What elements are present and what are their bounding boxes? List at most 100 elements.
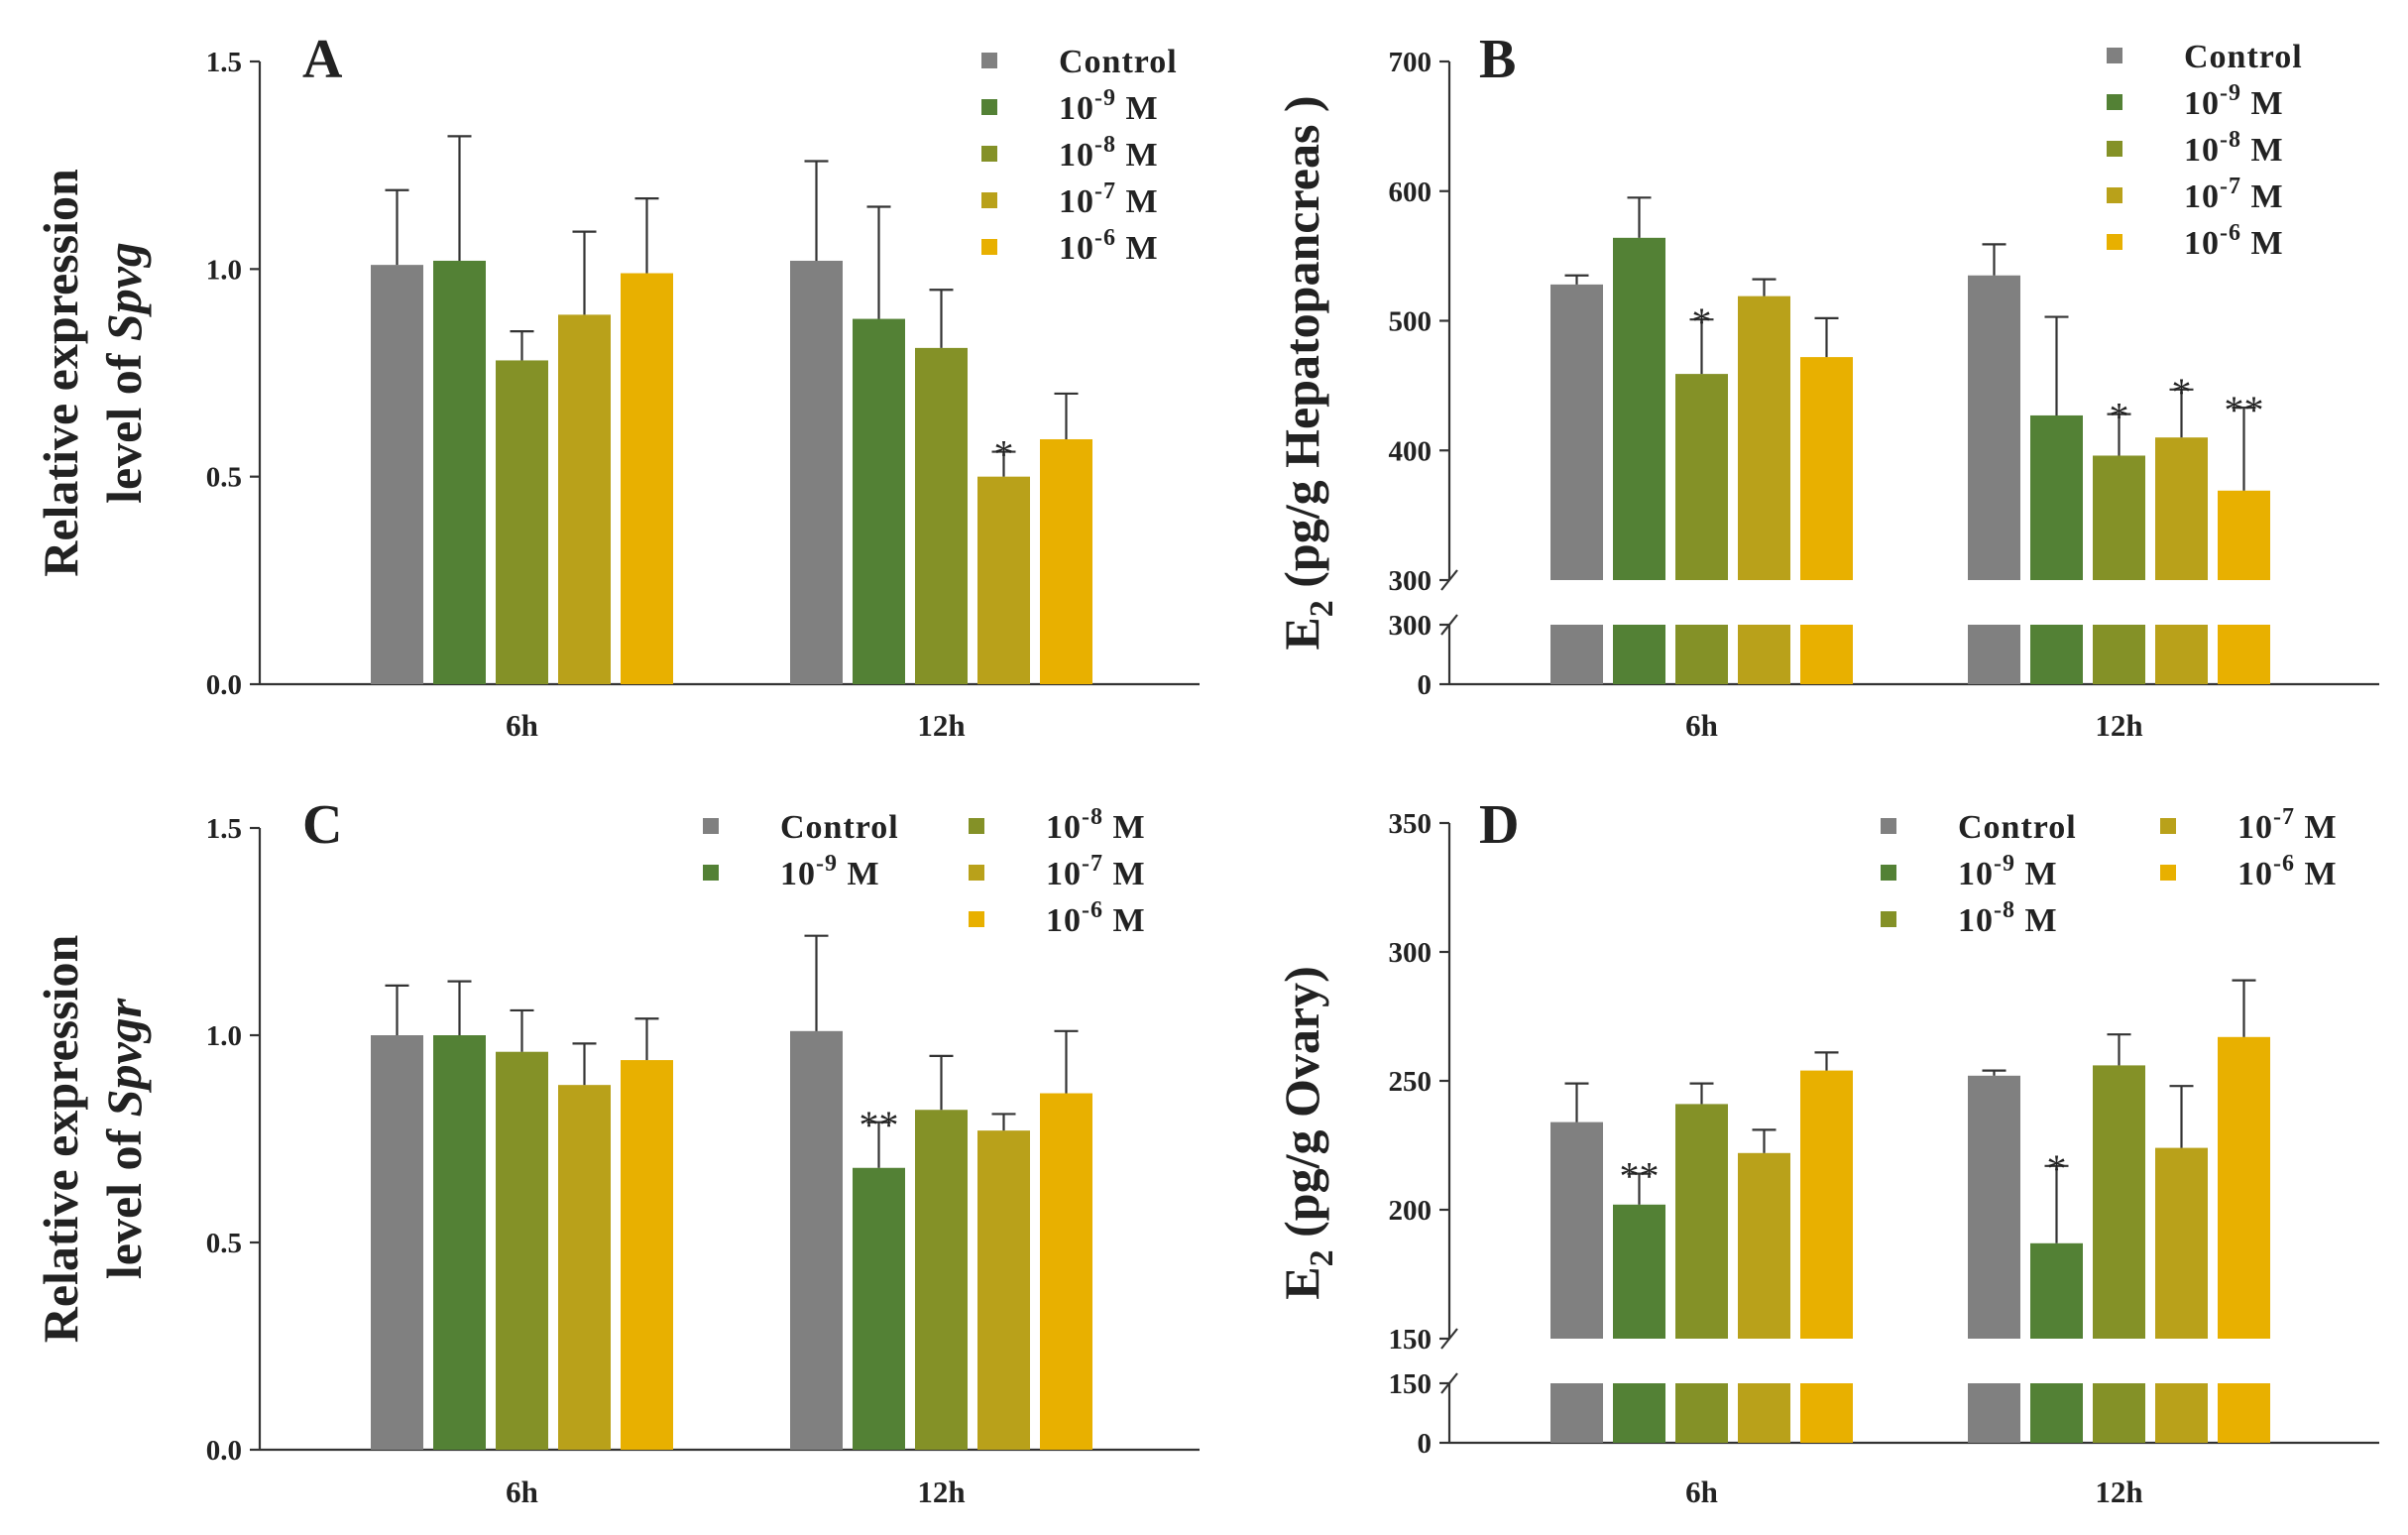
- y-axis-label-line1: Relative expression: [33, 935, 88, 1344]
- bar: [433, 260, 486, 684]
- y-tick-label: 0.0: [206, 1435, 242, 1467]
- bar: [1675, 1104, 1728, 1339]
- legend-A: Control 10-9 M 10-8 M10-7 M 10-6 M: [981, 44, 1178, 267]
- legend-label-3: 10-7 M: [1059, 178, 1159, 220]
- bar: [1738, 1152, 1790, 1339]
- bar-lower: [1800, 1383, 1853, 1443]
- y-tick-label: 150: [1389, 1324, 1433, 1356]
- bar: [2030, 414, 2083, 580]
- bar: [1968, 1075, 2020, 1339]
- legend-label-2: 10-8 M: [1958, 897, 2058, 939]
- bar: [2093, 1065, 2145, 1339]
- bar: [790, 1030, 843, 1450]
- legend-swatch-3: [969, 865, 984, 881]
- bar-lower: [1550, 625, 1603, 684]
- legend-swatch-2: [2107, 141, 2122, 157]
- legend-label-1: 10-9 M: [1958, 851, 2058, 892]
- x-category-label: 12h: [917, 1475, 965, 1509]
- legend-label-0: Control: [2184, 39, 2303, 75]
- y-axis-label: E2 (pg/g Ovary): [1274, 966, 1340, 1299]
- y-tick-label: 1.5: [206, 47, 242, 78]
- bar-lower: [1613, 1383, 1665, 1443]
- legend-label-4: 10-6 M: [1046, 897, 1146, 939]
- legend-swatch-0: [981, 53, 997, 68]
- legend-swatch-1: [981, 99, 997, 115]
- y-tick-label: 600: [1389, 177, 1433, 208]
- legend-label-0: Control: [1059, 44, 1178, 80]
- panel-label: C: [302, 794, 342, 856]
- bar: [558, 314, 611, 684]
- legend-label-1: 10-9 M: [2184, 80, 2284, 122]
- legend-swatch-4: [2160, 865, 2176, 881]
- panel-label: D: [1479, 794, 1519, 856]
- bar: [1040, 1093, 1092, 1450]
- legend-D: Control 10-9 M 10-8 M 10-7 M 10-6 M: [1881, 804, 2337, 939]
- y-tick-label: 1.0: [206, 254, 242, 286]
- y-tick-label: 150: [1389, 1368, 1433, 1400]
- legend-label-3: 10-7 M: [2184, 174, 2284, 215]
- legend-swatch-3: [981, 192, 997, 208]
- x-category-label: 6h: [506, 708, 538, 743]
- bar: [1800, 357, 1853, 580]
- y-tick-label: 300: [1389, 937, 1433, 969]
- bar: [558, 1085, 611, 1450]
- y-axis-label-line2: level of Spvg: [96, 242, 152, 504]
- y-axis-label-line2: level of Spvgr: [96, 998, 152, 1279]
- y-axis-label: E2 (pg/g Hepatopancreas ): [1274, 95, 1340, 649]
- legend-swatch-4: [2107, 234, 2122, 250]
- legend-swatch-3: [2107, 187, 2122, 203]
- bar: [915, 347, 968, 684]
- bar: [1738, 295, 1790, 580]
- bar: [853, 1167, 905, 1450]
- x-category-label: 12h: [2095, 1475, 2142, 1509]
- y-tick-label: 0: [1418, 1428, 1433, 1460]
- bar: [977, 476, 1030, 684]
- legend-label-1: 10-9 M: [1059, 85, 1159, 127]
- bar-lower: [1968, 625, 2020, 684]
- x-category-label: 6h: [1685, 708, 1718, 743]
- y-tick-label: 0.5: [206, 1228, 242, 1259]
- bar: [915, 1110, 968, 1450]
- bar: [371, 1035, 423, 1450]
- bar: [1968, 275, 2020, 580]
- y-tick-label: 200: [1389, 1195, 1433, 1227]
- bar-lower: [2155, 625, 2208, 684]
- y-tick-label: 1.0: [206, 1020, 242, 1052]
- legend-label-4: 10-6 M: [2184, 220, 2284, 262]
- bar: [1675, 374, 1728, 580]
- legend-label-2: 10-8 M: [2184, 127, 2284, 169]
- legend-B: Control 10-9 M 10-8 M 10-7 M 10-6 M: [2107, 39, 2303, 262]
- y-tick-label: 250: [1389, 1066, 1433, 1098]
- bar-lower: [1968, 1383, 2020, 1443]
- legend-swatch-0: [703, 818, 719, 834]
- y-tick-label: 0.5: [206, 462, 242, 494]
- x-category-label: 6h: [1685, 1475, 1718, 1509]
- bar: [2155, 1147, 2208, 1339]
- significance-mark: **: [1620, 1154, 1660, 1199]
- panel-D: 150 200 250 300 350 0 150 ** 6h * 12h D E2 (pg/g Ova…: [1274, 794, 2379, 1509]
- legend-swatch-2: [1881, 911, 1896, 927]
- y-tick-label: 1.5: [206, 813, 242, 845]
- bar: [977, 1130, 1030, 1450]
- bar: [433, 1035, 486, 1450]
- y-tick-label: 500: [1389, 306, 1433, 338]
- y-tick-label: 0.0: [206, 669, 242, 701]
- bar-lower: [1800, 625, 1853, 684]
- significance-mark: *: [2047, 1146, 2067, 1191]
- bar: [1613, 237, 1665, 580]
- bar: [2093, 455, 2145, 580]
- legend-swatch-3: [2160, 818, 2176, 834]
- significance-mark: *: [1692, 299, 1712, 344]
- bar: [853, 318, 905, 684]
- x-category-label: 6h: [506, 1475, 538, 1509]
- legend-swatch-1: [2107, 94, 2122, 110]
- bar: [790, 260, 843, 684]
- bar: [2155, 437, 2208, 580]
- bar-lower: [1738, 1383, 1790, 1443]
- significance-mark: *: [2172, 370, 2192, 414]
- significance-mark: *: [994, 432, 1014, 477]
- bar: [1550, 1122, 1603, 1339]
